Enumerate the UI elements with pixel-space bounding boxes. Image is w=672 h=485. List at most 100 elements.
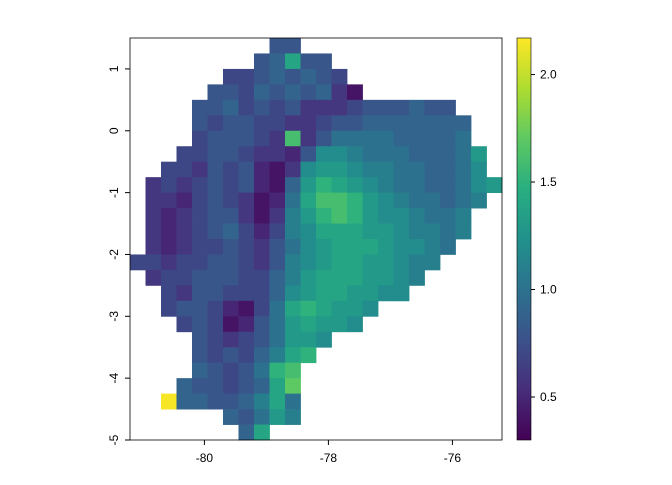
raster-cell [238,316,255,333]
raster-cell [161,192,177,209]
raster-cell [145,239,162,255]
raster-cell [331,177,348,194]
raster-cell [440,99,456,116]
raster-cell [300,99,317,116]
raster-cell [176,254,193,271]
raster-cell [300,177,317,194]
raster-cell [192,393,208,410]
raster-cell [362,254,379,271]
raster-cell [486,177,503,194]
raster-cell [207,393,224,410]
raster-cell [300,316,317,333]
raster-cell [300,146,317,163]
raster-cell [393,192,410,209]
raster-cell [331,115,348,132]
raster-cell [393,269,410,286]
raster-cell [285,254,301,271]
raster-cell [254,161,270,178]
raster-cell [145,208,162,224]
raster-cell [455,177,472,194]
raster-cell [254,239,270,255]
raster-cell [378,177,394,194]
raster-cell [455,115,472,132]
raster-cell [424,177,441,194]
raster-cell [238,409,255,425]
raster-cell [440,115,456,132]
raster-cell [207,316,224,333]
raster-cell [238,362,255,379]
raster-cell [316,130,332,147]
raster-cell [300,254,317,271]
raster-cell [238,223,255,240]
raster-cell [362,285,379,302]
raster-cell [192,254,208,271]
raster-cell [254,177,270,194]
raster-cell [300,130,317,147]
raster-cell [192,316,208,333]
raster-cell [285,239,301,255]
raster-cell [347,285,363,302]
raster-cell [362,146,379,163]
raster-cell [176,378,193,395]
raster-cell [223,316,239,333]
raster-cell [331,269,348,286]
raster-cell [145,177,162,194]
raster-cell [362,99,379,116]
raster-cell [223,84,239,101]
raster-cell [269,254,286,271]
raster-cell [269,239,286,255]
raster-cell [192,146,208,163]
raster-cell [331,300,348,317]
raster-cell [285,347,301,364]
raster-cell [238,424,255,441]
raster-cell [238,146,255,163]
raster-cell [455,130,472,147]
raster-cell [362,300,379,317]
raster-cell [409,146,425,163]
raster-cell [269,285,286,302]
raster-cell [316,269,332,286]
raster-cell [223,68,239,85]
raster-cell [207,192,224,209]
raster-cell [238,378,255,395]
raster-cell [455,161,472,178]
raster-cell [192,177,208,194]
raster-cell [238,239,255,255]
raster-cell [254,192,270,209]
raster-cell [393,146,410,163]
raster-cell [331,208,348,224]
raster-cell [316,285,332,302]
raster-cell [409,99,425,116]
raster-cell [207,254,224,271]
raster-cell [316,68,332,85]
raster-cell [192,331,208,348]
raster-cell [285,393,301,410]
raster-cell [440,146,456,163]
raster-cell [347,115,363,132]
raster-cell [161,223,177,240]
raster-cell [176,146,193,163]
raster-cell [316,115,332,132]
raster-cell [409,177,425,194]
raster-cell [300,115,317,132]
raster-cell [254,285,270,302]
raster-cell [378,115,394,132]
raster-cell [424,208,441,224]
raster-cell [223,254,239,271]
raster-cell [145,192,162,209]
raster-cell [300,161,317,178]
raster-cell [331,254,348,271]
raster-cell [285,378,301,395]
raster-cell [161,208,177,224]
raster-cell [316,223,332,240]
raster-cell [161,300,177,317]
raster-cell [362,269,379,286]
raster-cell [378,254,394,271]
y-tick-label: -3 [107,311,121,322]
raster-cell [362,208,379,224]
raster-cell [316,177,332,194]
raster-cell [362,177,379,194]
raster-cell [285,115,301,132]
raster-cell [254,300,270,317]
raster-cell [471,192,487,209]
